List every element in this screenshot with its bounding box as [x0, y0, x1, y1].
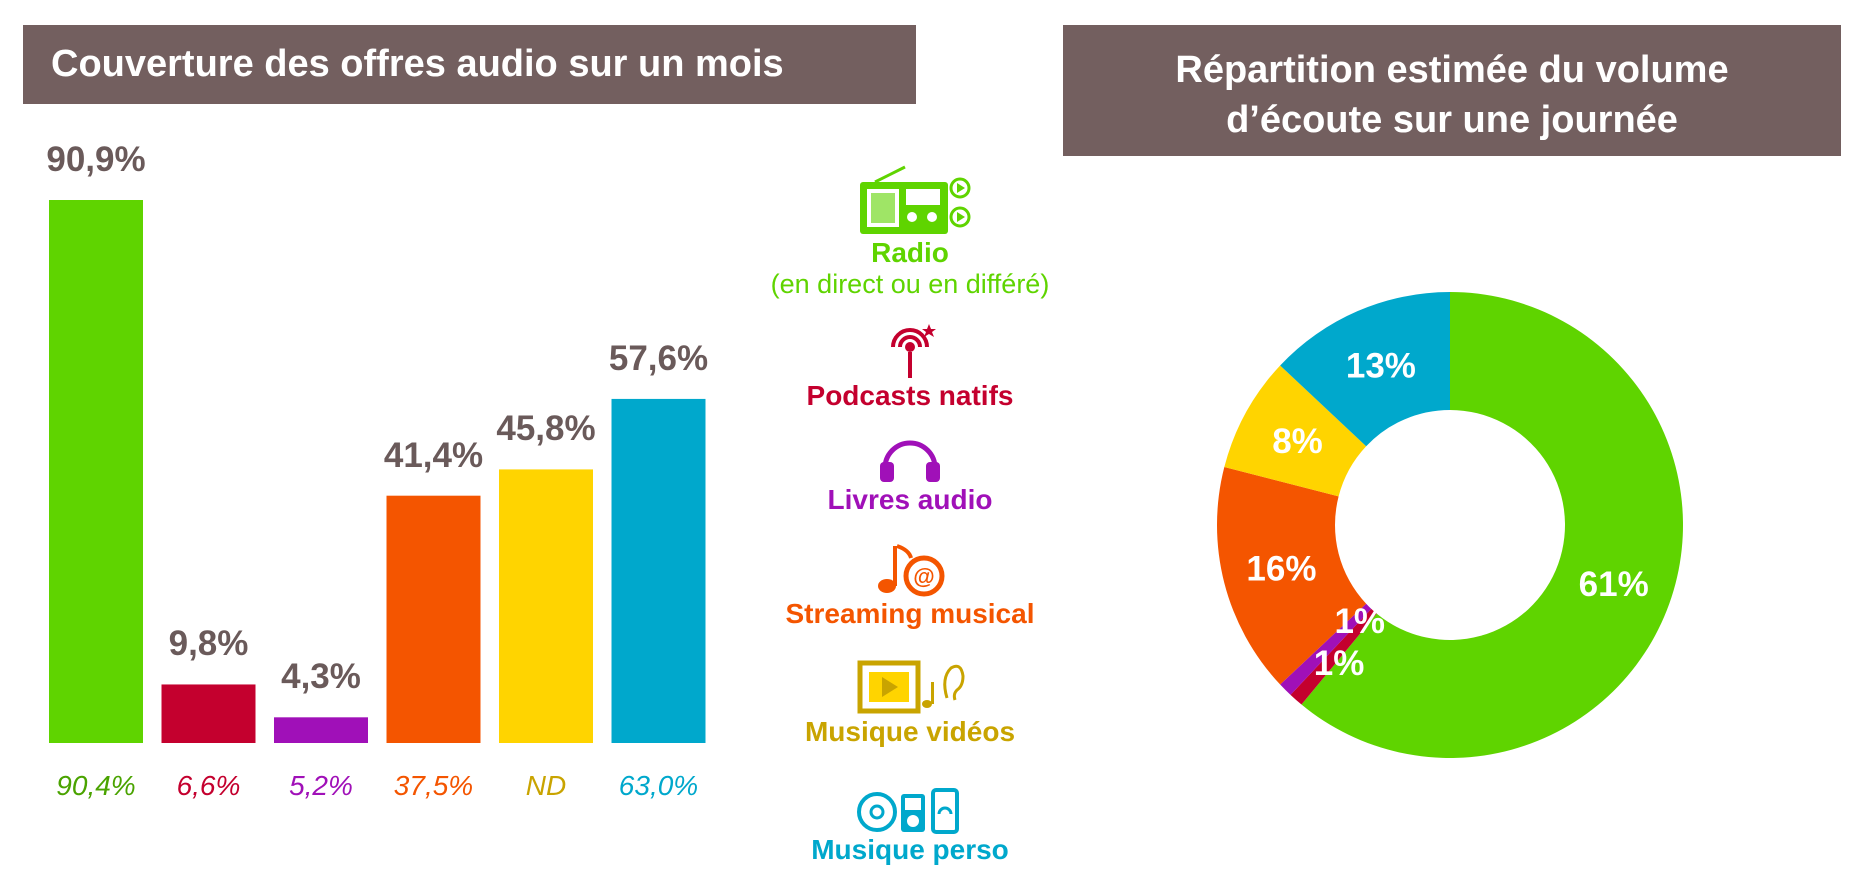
- legend-radio-label: Radio: [871, 237, 949, 268]
- legend-streaming-label: Streaming musical: [785, 598, 1035, 629]
- donut-value-label: 61%: [1579, 565, 1649, 604]
- donut-value-label: 13%: [1346, 346, 1416, 385]
- right-title-line1: Répartition estimée du volume: [1175, 49, 1729, 91]
- bar-2: [161, 684, 256, 743]
- bar-1: [49, 200, 143, 743]
- svg-text:@: @: [913, 564, 934, 589]
- right-title-line2: d’écoute sur une journée: [1226, 99, 1678, 141]
- bar-secondary-label: 37,5%: [393, 770, 474, 801]
- donut-slice-4: [1217, 467, 1367, 685]
- legend-livres: Livres audio: [710, 432, 1110, 516]
- music-video-icon: [857, 660, 965, 714]
- bar-5: [499, 469, 593, 743]
- music-streaming-icon: @: [878, 544, 945, 597]
- right-chart-title: Répartition estimée du volume d’écoute s…: [1063, 25, 1841, 156]
- podcast-antenna-icon: [891, 324, 936, 378]
- radio-icon: [860, 165, 971, 234]
- bar-secondary-label: 6,6%: [176, 770, 241, 801]
- legend-perso-label: Musique perso: [811, 834, 1009, 865]
- legend-videos: Musique vidéos: [710, 658, 1110, 748]
- bar-value-label: 45,8%: [496, 409, 596, 449]
- bar-secondary-label: ND: [525, 770, 567, 801]
- donut-slice-2: [1290, 608, 1377, 705]
- legend-podcasts-label: Podcasts natifs: [806, 380, 1014, 411]
- bar-value-label: 90,9%: [46, 140, 146, 179]
- bar-value-label: 57,6%: [608, 338, 709, 378]
- donut-value-label: 1%: [1314, 644, 1365, 683]
- legend-videos-label: Musique vidéos: [804, 716, 1016, 747]
- bar-secondary-label: 5,2%: [289, 770, 353, 801]
- legend-streaming: @ Streaming musical: [710, 538, 1110, 630]
- bar-4: [386, 495, 481, 743]
- legend-radio: Radio (en direct ou en différé): [710, 162, 1110, 300]
- donut-slice-3: [1280, 603, 1372, 695]
- bar-value-label: 9,8%: [168, 624, 249, 664]
- donut-value-label: 16%: [1246, 549, 1316, 588]
- donut-value-label: 1%: [1334, 602, 1385, 641]
- donut-slice-6: [1280, 292, 1450, 447]
- legend-perso: Musique perso: [710, 786, 1110, 866]
- left-chart-title: Couverture des offres audio sur un mois: [23, 25, 916, 104]
- bar-6: [611, 398, 706, 743]
- bar-chart: [49, 200, 706, 743]
- bar-value-label: 41,4%: [383, 435, 484, 475]
- donut-slice-5: [1224, 365, 1367, 497]
- donut-value-label: 8%: [1272, 422, 1323, 461]
- legend-livres-label: Livres audio: [827, 484, 993, 515]
- bar-value-label: 4,3%: [281, 657, 361, 697]
- legend-radio-sublabel: (en direct ou en différé): [770, 269, 1050, 299]
- legend-podcasts: Podcasts natifs: [710, 322, 1110, 412]
- bar-secondary-label: 90,4%: [56, 770, 136, 801]
- bar-3: [274, 717, 368, 743]
- donut-chart: 61% 1%1% 16% 8% 13%: [1217, 292, 1683, 758]
- donut-slice-1: [1301, 292, 1683, 758]
- bar-secondary-label: 63,0%: [618, 770, 699, 801]
- headphones-icon: [880, 440, 940, 482]
- personal-music-devices-icon: [857, 788, 959, 834]
